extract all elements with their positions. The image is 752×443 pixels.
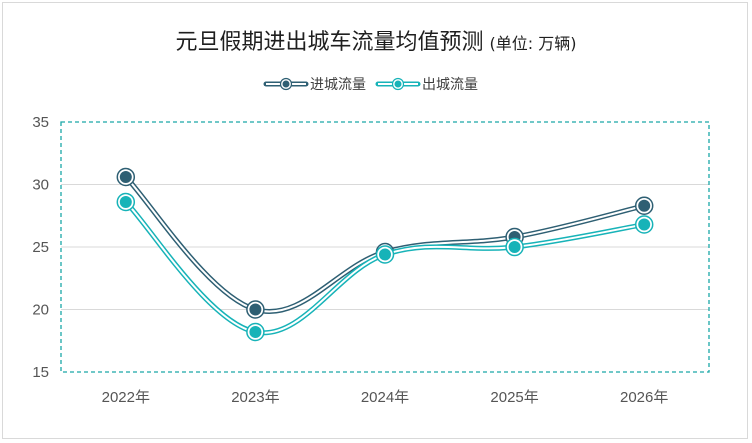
legend-label: 进城流量 <box>310 77 366 93</box>
y-tick-label: 20 <box>32 302 49 319</box>
data-point[interactable] <box>638 218 651 231</box>
series-2 <box>116 192 654 342</box>
series-1 <box>116 167 654 319</box>
data-point[interactable] <box>249 326 262 338</box>
series-line-outer <box>123 199 647 336</box>
y-tick-label: 35 <box>32 114 49 131</box>
data-point[interactable] <box>119 196 132 208</box>
data-point[interactable] <box>508 241 521 253</box>
chart-title-block: 元旦假期进出城车流量均值预测 (单位: 万辆) <box>0 24 752 56</box>
legend-marker <box>282 80 290 88</box>
x-tick-label: 2025年 <box>490 389 538 406</box>
chart-unit: (单位: 万辆) <box>489 34 577 53</box>
legend-label: 出城流量 <box>422 77 478 93</box>
x-tick-label: 2024年 <box>361 389 409 406</box>
plot-area-border <box>60 121 710 373</box>
data-point[interactable] <box>119 171 132 183</box>
data-point[interactable] <box>249 303 262 316</box>
legend-item[interactable]: 出城流量 <box>375 77 478 93</box>
series-group <box>116 167 654 342</box>
y-tick-label: 30 <box>32 177 49 194</box>
chart-frame <box>2 2 748 439</box>
x-tick-label: 2022年 <box>102 389 150 406</box>
y-tick-label: 25 <box>32 239 49 256</box>
x-axis: 2022年 2023年 2024年 2025年 2026年 <box>102 389 669 406</box>
data-point[interactable] <box>379 248 391 261</box>
legend-marker <box>394 80 402 88</box>
x-tick-label: 2023年 <box>231 389 279 406</box>
data-point[interactable] <box>638 199 651 212</box>
x-tick-label: 2026年 <box>620 389 668 406</box>
y-axis: 15 20 25 30 35 <box>32 114 49 381</box>
series-line-inner <box>124 201 646 334</box>
legend-item[interactable]: 进城流量 <box>263 77 366 93</box>
chart-title: 元旦假期进出城车流量均值预测 <box>175 30 484 55</box>
legend[interactable]: 进城流量 出城流量 <box>263 77 478 93</box>
y-tick-label: 15 <box>32 364 49 381</box>
